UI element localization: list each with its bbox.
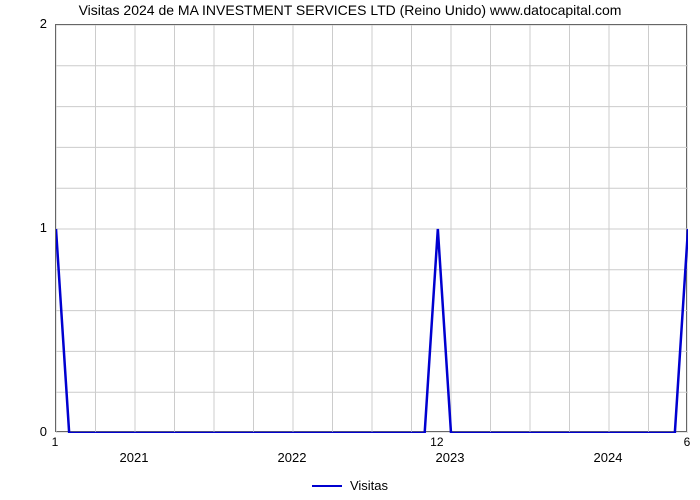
y-tick-label: 2 <box>0 16 47 31</box>
x-tick-label: 2024 <box>594 450 623 465</box>
y-tick-label: 0 <box>0 424 47 439</box>
data-point-label: 1 <box>52 435 59 449</box>
plot-area <box>55 24 687 432</box>
legend: Visitas <box>0 478 700 493</box>
legend-swatch <box>312 485 342 487</box>
x-tick-label: 2021 <box>120 450 149 465</box>
data-point-label: 12 <box>430 435 443 449</box>
chart-title: Visitas 2024 de MA INVESTMENT SERVICES L… <box>0 2 700 18</box>
y-tick-label: 1 <box>0 220 47 235</box>
data-point-label: 6 <box>684 435 691 449</box>
data-line <box>56 25 688 433</box>
x-tick-label: 2022 <box>278 450 307 465</box>
legend-label: Visitas <box>350 478 388 493</box>
chart-container: Visitas 2024 de MA INVESTMENT SERVICES L… <box>0 0 700 500</box>
x-tick-label: 2023 <box>436 450 465 465</box>
